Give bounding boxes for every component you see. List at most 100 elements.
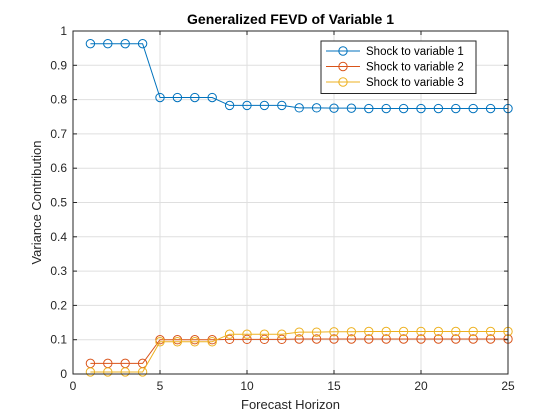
y-tick-label: 0.5 — [50, 196, 67, 210]
legend-label: Shock to variable 1 — [366, 46, 464, 58]
y-tick-label: 0.8 — [50, 93, 67, 107]
data-point — [398, 334, 409, 344]
data-point — [468, 334, 478, 344]
data-point — [451, 334, 461, 344]
x-tick-label: 0 — [70, 379, 77, 393]
data-point — [190, 337, 200, 347]
y-tick-label: 1 — [60, 24, 67, 38]
legend-label: Shock to variable 3 — [366, 77, 464, 89]
legend: Shock to variable 1 Shock to variable 2 Sh… — [320, 40, 477, 94]
data-point — [85, 367, 96, 377]
y-tick-label: 0.4 — [50, 230, 67, 244]
data-point — [416, 334, 426, 344]
data-point — [277, 329, 287, 339]
data-point — [346, 327, 357, 337]
data-point — [155, 92, 165, 103]
series-1 — [85, 38, 513, 114]
y-tick-label: 0.9 — [50, 58, 67, 72]
data-point — [294, 334, 304, 344]
data-point — [172, 337, 183, 347]
data-point — [259, 329, 270, 339]
legend-marker-swatch — [338, 61, 348, 72]
x-tick-label: 5 — [157, 379, 164, 393]
data-point — [451, 103, 461, 114]
data-point — [364, 326, 374, 337]
data-point — [468, 326, 478, 337]
data-point — [242, 329, 252, 339]
x-tick-label: 20 — [414, 379, 428, 393]
axis-ticks: 0 5 10 15 20 25 0 0.1 0.2 0.3 0.4 0.5 0.6 0.7 0.8 0.9 1 — [50, 24, 515, 393]
legend-item: Shock to variable 2 — [326, 62, 464, 74]
data-point — [103, 38, 113, 49]
x-axis-label: Forecast Horizon — [241, 397, 340, 412]
data-point — [485, 103, 496, 114]
data-point — [485, 326, 496, 337]
data-point — [120, 38, 130, 49]
x-tick-label: 25 — [501, 379, 515, 393]
data-point — [381, 334, 391, 344]
data-point — [364, 103, 374, 114]
data-point — [433, 334, 444, 344]
data-point — [364, 334, 374, 344]
data-point — [242, 100, 252, 111]
data-point — [224, 100, 235, 111]
data-point — [381, 326, 391, 337]
legend-item: Shock to variable 1 — [326, 46, 464, 58]
series-3 — [85, 326, 513, 377]
data-point — [259, 334, 270, 345]
series-line — [90, 338, 508, 364]
data-point — [277, 100, 287, 111]
legend-label: Shock to variable 2 — [366, 62, 464, 74]
series-group — [85, 38, 513, 377]
y-tick-label: 0.3 — [50, 264, 67, 278]
data-point — [103, 367, 113, 377]
legend-marker-swatch — [338, 77, 348, 87]
data-point — [190, 92, 200, 103]
series-line — [90, 330, 508, 373]
data-point — [311, 327, 322, 337]
y-axis-label: Variance Contribution — [29, 140, 44, 264]
data-point — [85, 38, 96, 49]
x-tick-label: 10 — [240, 379, 254, 393]
data-point — [329, 327, 339, 337]
data-point — [485, 334, 496, 344]
data-point — [242, 334, 252, 345]
y-tick-label: 0.6 — [50, 161, 67, 175]
legend-marker-swatch — [338, 46, 348, 56]
data-point — [329, 103, 339, 113]
legend-item: Shock to variable 3 — [326, 77, 464, 89]
data-point — [120, 367, 130, 377]
data-point — [346, 103, 357, 113]
y-tick-label: 0.2 — [50, 298, 67, 312]
data-point — [294, 103, 304, 113]
data-point — [172, 92, 183, 103]
data-point — [398, 103, 409, 114]
data-point — [433, 326, 444, 337]
data-point — [433, 103, 444, 114]
series-line — [90, 43, 508, 110]
data-point — [277, 334, 287, 345]
data-point — [155, 337, 165, 347]
data-point — [381, 103, 391, 114]
data-point — [224, 334, 235, 345]
data-point — [207, 92, 217, 103]
data-point — [137, 38, 148, 49]
data-point — [329, 334, 339, 344]
series-2 — [85, 334, 513, 369]
data-point — [346, 334, 357, 344]
y-tick-label: 0 — [60, 367, 67, 381]
data-point — [311, 103, 322, 113]
y-tick-label: 0.1 — [50, 333, 67, 347]
data-point — [416, 103, 426, 114]
data-point — [259, 100, 270, 111]
chart-title: Generalized FEVD of Variable 1 — [187, 11, 394, 27]
data-point — [451, 326, 461, 337]
data-point — [207, 337, 217, 347]
data-point — [416, 326, 426, 337]
x-tick-label: 15 — [327, 379, 341, 393]
data-point — [398, 326, 409, 337]
y-tick-label: 0.7 — [50, 127, 67, 141]
data-point — [294, 327, 304, 337]
data-point — [311, 334, 322, 344]
